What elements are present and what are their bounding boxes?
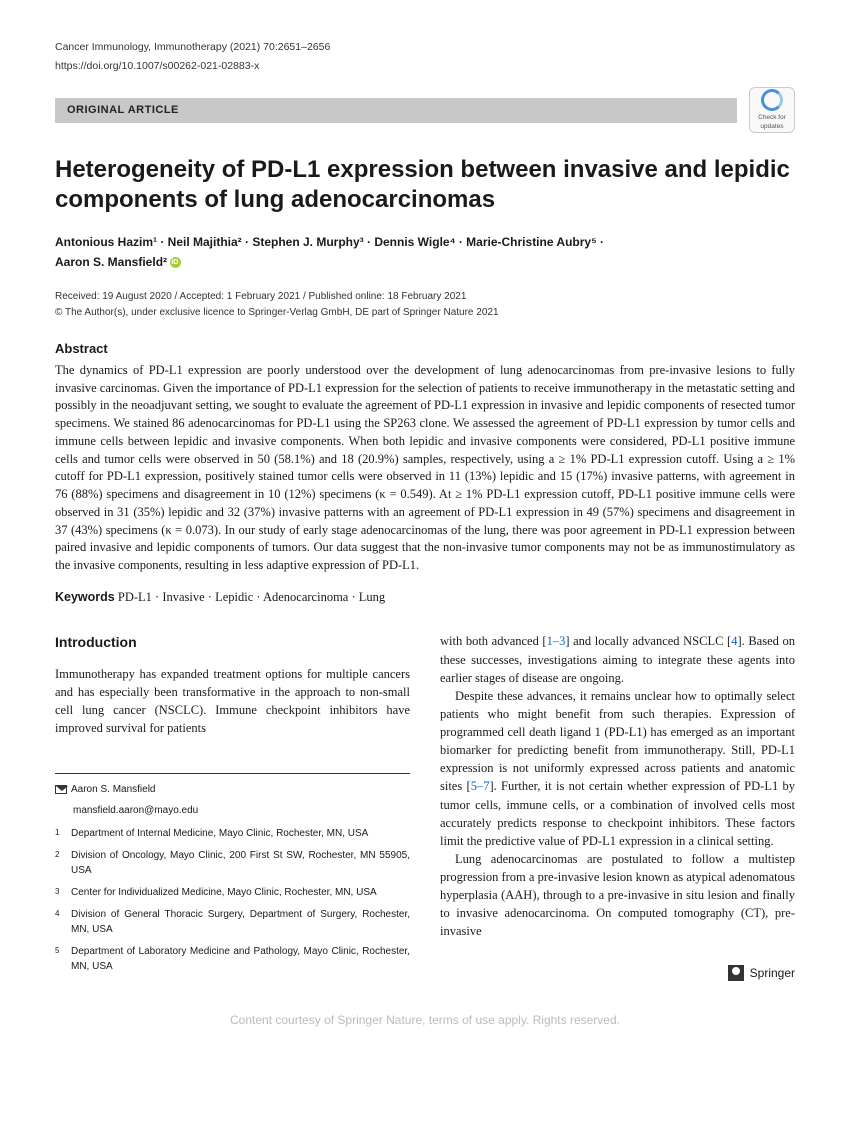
affil-text: Division of General Thoracic Surgery, De… bbox=[71, 907, 410, 937]
text-span: Despite these advances, it remains uncle… bbox=[440, 689, 795, 794]
text-span: ]. Further, it is not certain whether ex… bbox=[440, 779, 795, 847]
two-column-body: Introduction Immunotherapy has expanded … bbox=[55, 632, 795, 982]
springer-logo-icon bbox=[728, 965, 744, 981]
keywords-label: Keywords bbox=[55, 590, 115, 604]
affil-text: Department of Laboratory Medicine and Pa… bbox=[71, 944, 410, 974]
affil-item: 1Department of Internal Medicine, Mayo C… bbox=[55, 826, 410, 841]
affil-text: Center for Individualized Medicine, Mayo… bbox=[71, 885, 410, 900]
right-column: with both advanced [1–3] and locally adv… bbox=[440, 632, 795, 982]
abstract-heading: Abstract bbox=[55, 340, 795, 358]
affiliations-block: Aaron S. Mansfield mansfield.aaron@mayo.… bbox=[55, 773, 410, 974]
intro-right-p3: Lung adenocarcinomas are postulated to f… bbox=[440, 850, 795, 941]
publisher-footer: Springer bbox=[440, 965, 795, 982]
check-updates-icon bbox=[761, 89, 783, 111]
affil-item: 2Division of Oncology, Mayo Clinic, 200 … bbox=[55, 848, 410, 878]
affil-num: 2 bbox=[55, 848, 71, 878]
article-type-row: ORIGINAL ARTICLE Check for updates bbox=[55, 87, 795, 133]
corr-name: Aaron S. Mansfield bbox=[71, 784, 156, 795]
ref-link[interactable]: 1–3 bbox=[547, 634, 566, 648]
authors-block: Antonious Hazim¹ · Neil Majithia² · Step… bbox=[55, 233, 795, 271]
intro-left-p1: Immunotherapy has expanded treatment opt… bbox=[55, 665, 410, 738]
copyright: © The Author(s), under exclusive licence… bbox=[55, 306, 795, 320]
intro-right-p2: Despite these advances, it remains uncle… bbox=[440, 687, 795, 850]
journal-citation: Cancer Immunology, Immunotherapy (2021) … bbox=[55, 40, 795, 55]
keywords: Keywords PD-L1 · Invasive · Lepidic · Ad… bbox=[55, 589, 795, 607]
corresponding-author: Aaron S. Mansfield bbox=[55, 782, 410, 797]
envelope-icon bbox=[55, 785, 67, 794]
check-updates-label: Check for updates bbox=[750, 113, 794, 131]
affil-num: 1 bbox=[55, 826, 71, 841]
text-span: ] and locally advanced NSCLC [ bbox=[565, 634, 731, 648]
affil-num: 4 bbox=[55, 907, 71, 937]
intro-right-p1: with both advanced [1–3] and locally adv… bbox=[440, 632, 795, 686]
corr-email[interactable]: mansfield.aaron@mayo.edu bbox=[73, 803, 410, 818]
affil-item: 3Center for Individualized Medicine, May… bbox=[55, 885, 410, 900]
article-dates: Received: 19 August 2020 / Accepted: 1 F… bbox=[55, 290, 795, 304]
affil-text: Division of Oncology, Mayo Clinic, 200 F… bbox=[71, 848, 410, 878]
doi[interactable]: https://doi.org/10.1007/s00262-021-02883… bbox=[55, 59, 795, 74]
text-span: with both advanced [ bbox=[440, 634, 547, 648]
orcid-icon[interactable] bbox=[170, 257, 181, 268]
watermark-text: Content courtesy of Springer Nature, ter… bbox=[55, 1012, 795, 1029]
authors-line2: Aaron S. Mansfield² bbox=[55, 255, 167, 269]
affil-text: Department of Internal Medicine, Mayo Cl… bbox=[71, 826, 410, 841]
left-column: Introduction Immunotherapy has expanded … bbox=[55, 632, 410, 982]
intro-heading: Introduction bbox=[55, 632, 410, 652]
ref-link[interactable]: 5–7 bbox=[471, 779, 490, 793]
check-updates-badge[interactable]: Check for updates bbox=[749, 87, 795, 133]
publisher-name: Springer bbox=[750, 965, 795, 982]
affil-num: 3 bbox=[55, 885, 71, 900]
article-type-badge: ORIGINAL ARTICLE bbox=[55, 98, 737, 123]
affil-num: 5 bbox=[55, 944, 71, 974]
article-title: Heterogeneity of PD-L1 expression betwee… bbox=[55, 155, 795, 215]
affil-item: 4Division of General Thoracic Surgery, D… bbox=[55, 907, 410, 937]
authors-line1: Antonious Hazim¹ · Neil Majithia² · Step… bbox=[55, 235, 604, 249]
affil-item: 5Department of Laboratory Medicine and P… bbox=[55, 944, 410, 974]
abstract-text: The dynamics of PD-L1 expression are poo… bbox=[55, 362, 795, 575]
keywords-text: PD-L1 · Invasive · Lepidic · Adenocarcin… bbox=[115, 590, 385, 604]
